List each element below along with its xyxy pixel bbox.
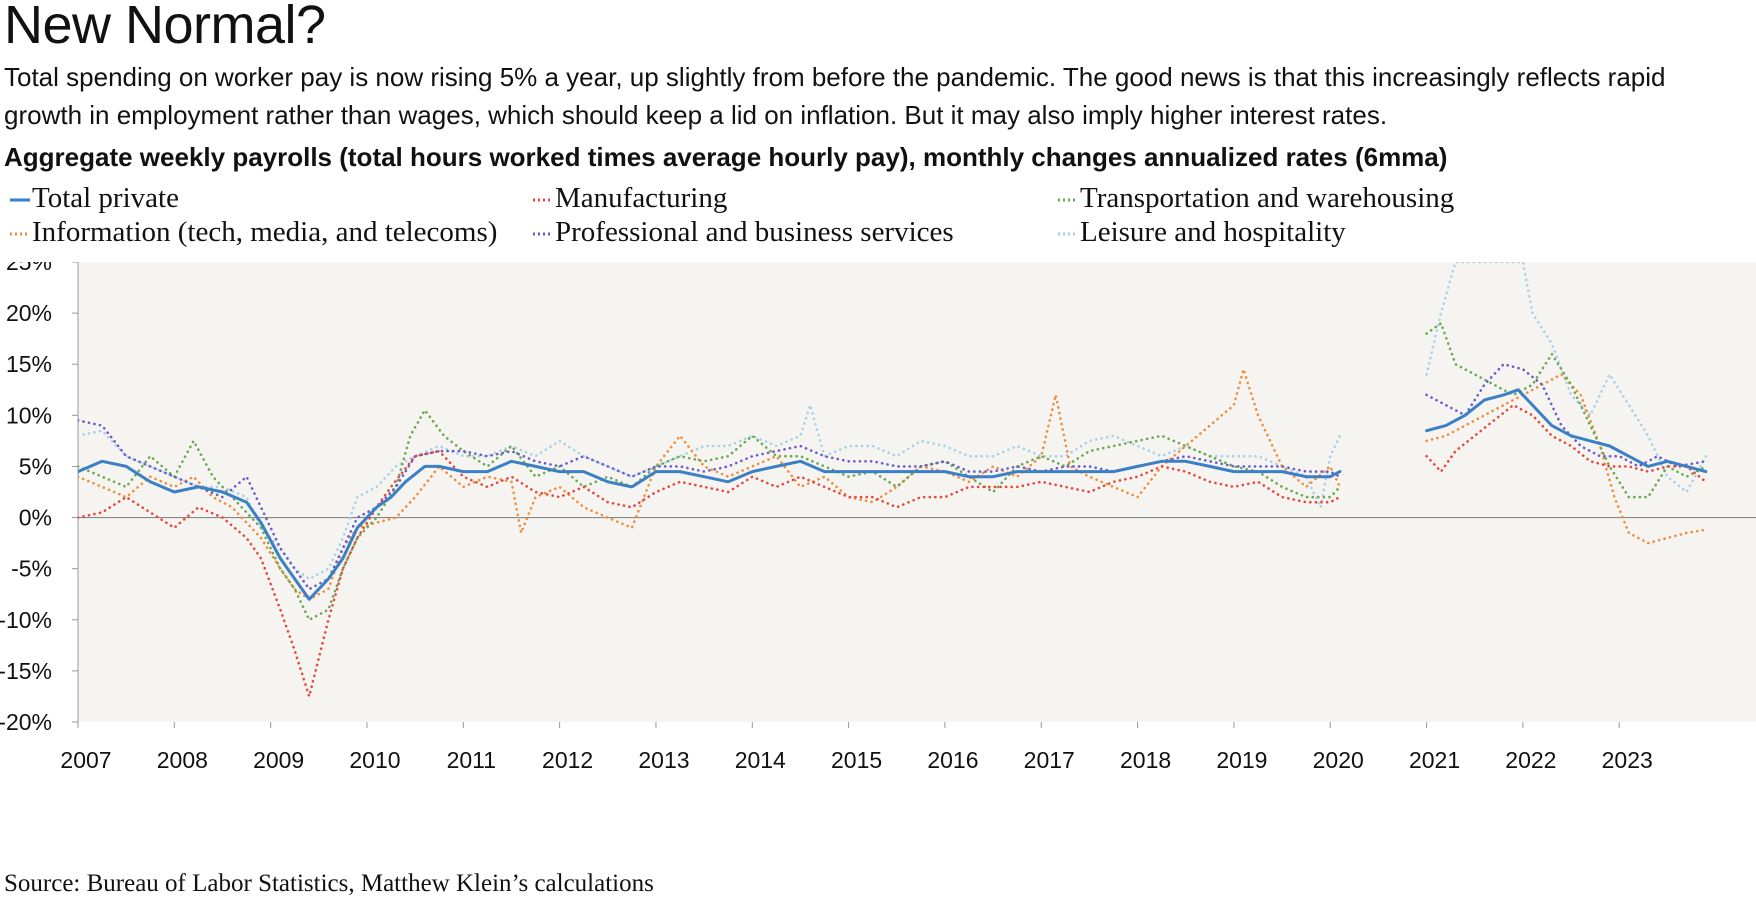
page-title: New Normal? [4, 0, 326, 55]
plot-area [78, 262, 1756, 722]
y-tick-label: 25% [6, 262, 52, 275]
y-tick-label: 0% [19, 505, 52, 531]
x-tick-label: 2015 [831, 747, 882, 773]
x-tick-label: 2021 [1409, 747, 1460, 773]
y-tick-label: -20% [0, 709, 52, 735]
legend-swatch-dotted-icon [533, 232, 553, 236]
page-subtitle: Total spending on worker pay is now risi… [4, 62, 1666, 130]
y-tick-label: 5% [19, 453, 52, 479]
y-tick-label: -5% [11, 556, 52, 582]
legend-label: Manufacturing [555, 182, 728, 214]
x-tick-label: 2009 [253, 747, 304, 773]
series-line-manufacturing [78, 449, 1342, 698]
legend-label: Transportation and warehousing [1080, 182, 1455, 214]
y-tick-label: -10% [0, 607, 52, 633]
legend-item-professional: Professional and business services [533, 216, 954, 249]
legend-swatch-dotted-icon [10, 232, 30, 236]
x-tick-label: 2008 [157, 747, 208, 773]
y-tick-label: 10% [6, 402, 52, 428]
legend-label: Professional and business services [555, 216, 954, 248]
x-tick-label: 2011 [447, 747, 496, 773]
x-tick-label: 2014 [735, 747, 786, 773]
x-tick-label: 2012 [542, 747, 593, 773]
legend-item-leisure: Leisure and hospitality [1058, 216, 1346, 249]
y-tick-label: -15% [0, 658, 52, 684]
legend-swatch-solid-icon [10, 198, 30, 202]
series-line-transportation [1425, 322, 1708, 499]
legend-swatch-dotted-icon [1058, 198, 1078, 202]
x-tick-label: 2018 [1120, 747, 1171, 773]
legend-item-information: Information (tech, media, and telecoms) [10, 216, 497, 249]
x-tick-label: 2013 [638, 747, 689, 773]
legend-label: Leisure and hospitality [1080, 216, 1346, 248]
series-line-total_private [1425, 388, 1708, 474]
x-tick-label: 2020 [1313, 747, 1364, 773]
x-tick-label: 2016 [927, 747, 978, 773]
x-tick-label: 2022 [1505, 747, 1556, 773]
series-line-professional [1425, 362, 1708, 468]
y-tick-label: 15% [6, 351, 52, 377]
y-tick-label: 20% [6, 300, 52, 326]
line-chart: 25% 20% 15% 10% 5% 0% -5% -10% -15% -20% 2007 2008 2… [0, 262, 1756, 773]
x-tick-label: 2007 [60, 747, 111, 773]
chart-legend: Total private Manufacturing Transportati… [0, 182, 1756, 264]
legend-swatch-dotted-icon [533, 198, 553, 202]
series-line-manufacturing [1425, 403, 1708, 484]
chart-title: Aggregate weekly payrolls (total hours w… [4, 142, 1448, 172]
legend-label: Total private [32, 182, 179, 214]
legend-label: Information (tech, media, and telecoms) [32, 216, 498, 248]
legend-swatch-dotted-icon [1058, 232, 1078, 236]
series-line-transportation [78, 408, 1342, 622]
legend-item-manufacturing: Manufacturing [533, 182, 727, 215]
x-tick-label: 2019 [1216, 747, 1267, 773]
legend-item-transportation: Transportation and warehousing [1058, 182, 1454, 215]
x-tick-label: 2010 [349, 747, 400, 773]
legend-item-total-private: Total private [10, 182, 179, 215]
x-tick-label: 2023 [1602, 747, 1653, 773]
x-tick-label: 2017 [1024, 747, 1075, 773]
series-line-total_private [78, 459, 1342, 601]
source-note: Source: Bureau of Labor Statistics, Matt… [4, 870, 654, 897]
